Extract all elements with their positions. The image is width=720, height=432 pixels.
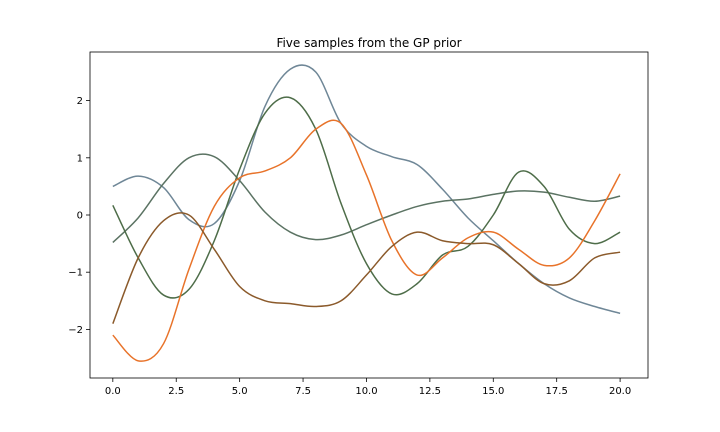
- y-tick-label: −1: [68, 268, 83, 279]
- series-line-3: [112, 96, 621, 299]
- chart-title: Five samples from the GP prior: [276, 36, 461, 50]
- x-tick-label: 17.5: [546, 386, 568, 397]
- y-tick-label: 0: [77, 211, 83, 222]
- y-tick-label: 1: [77, 153, 83, 164]
- series-layer: [112, 64, 621, 362]
- series-line-4: [112, 119, 621, 362]
- x-tick-label: 12.5: [419, 386, 441, 397]
- plot-frame: [89, 51, 649, 379]
- y-tick-label: −2: [68, 325, 83, 336]
- y-axis: −2 −1 0 1 2: [68, 96, 90, 336]
- series-line-5: [112, 212, 621, 324]
- x-tick-label: 0.0: [105, 386, 121, 397]
- y-tick-label: 2: [77, 96, 83, 107]
- x-axis: 0.0 2.5 5.0 7.5 10.0 12.5 15.0 17.5 20.0: [105, 378, 631, 397]
- x-tick-label: 2.5: [168, 386, 184, 397]
- x-tick-label: 10.0: [355, 386, 377, 397]
- series-line-1: [112, 64, 621, 315]
- x-tick-label: 15.0: [482, 386, 504, 397]
- x-tick-label: 20.0: [609, 386, 631, 397]
- series-line-2: [112, 153, 621, 243]
- x-tick-label: 5.0: [232, 386, 248, 397]
- x-tick-label: 7.5: [295, 386, 311, 397]
